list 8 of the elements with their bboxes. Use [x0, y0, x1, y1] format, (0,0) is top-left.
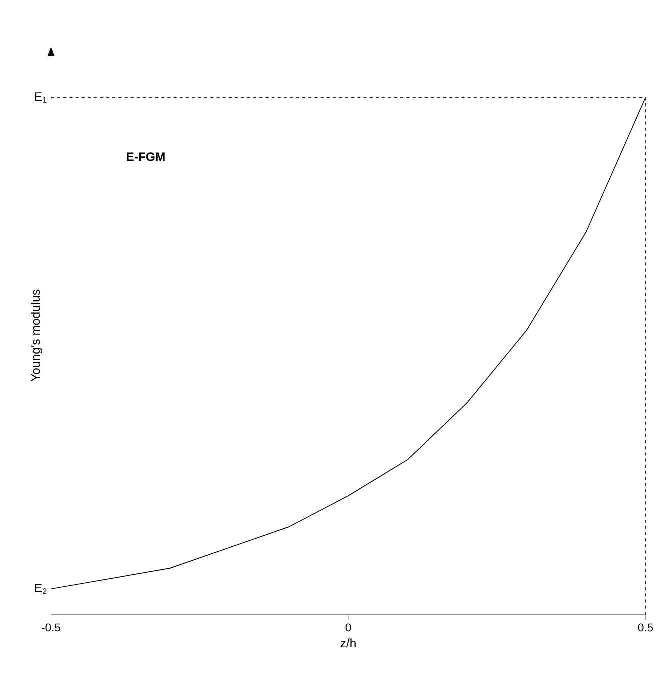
x-axis-title: z/h: [340, 638, 356, 648]
x-tick-label: -0.5: [42, 624, 60, 632]
y-axis-title: Young's modulus: [30, 290, 42, 382]
x-tick-label: 0.5: [638, 624, 653, 632]
annotation: E$_{1}$: [35, 92, 47, 103]
annotation: E-FGM: [126, 152, 165, 162]
x-tick-label: 0: [346, 624, 352, 632]
annotation: E$_{2}$: [35, 584, 47, 594]
